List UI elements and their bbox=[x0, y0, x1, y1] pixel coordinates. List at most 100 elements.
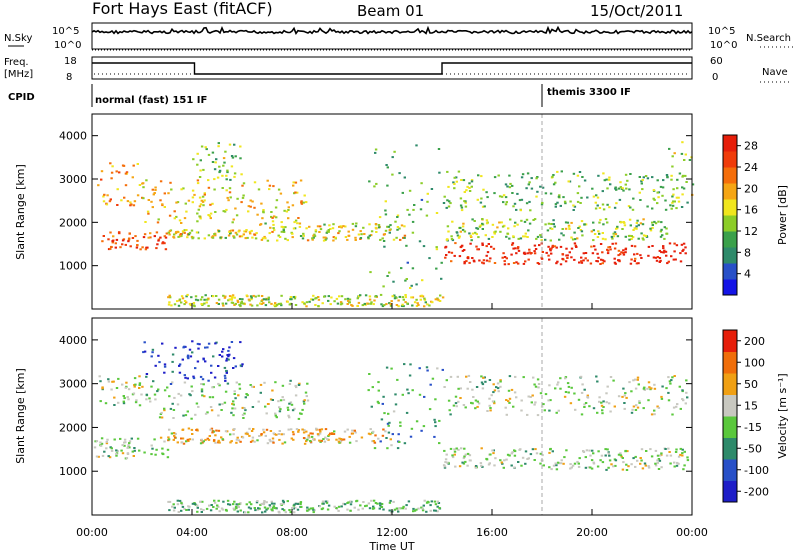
panel0-cell bbox=[228, 143, 232, 146]
panel1-cell bbox=[686, 396, 689, 399]
panel0-cell bbox=[601, 203, 605, 206]
panel0-cell bbox=[181, 230, 185, 233]
panel0-cell bbox=[167, 296, 170, 299]
panel0-cell bbox=[356, 297, 359, 300]
panel1-cell bbox=[301, 408, 304, 411]
panel0-cell bbox=[203, 298, 206, 301]
panel0-cell bbox=[241, 196, 245, 199]
panel0-cell bbox=[522, 235, 525, 238]
panel0-cell bbox=[570, 236, 573, 239]
panel1-cell bbox=[112, 380, 115, 383]
panel1-cell bbox=[425, 366, 429, 369]
panel0-cell bbox=[324, 236, 327, 239]
panel0-cell bbox=[346, 297, 350, 300]
panel1-cell bbox=[403, 363, 406, 366]
panel1-cell bbox=[426, 369, 429, 372]
panel0-cell bbox=[209, 212, 213, 215]
panel1-cell bbox=[621, 457, 624, 459]
panel0-cell bbox=[159, 180, 163, 183]
panel0-cell bbox=[675, 196, 679, 199]
panel1-cell bbox=[409, 435, 413, 438]
panel0-cell bbox=[344, 236, 348, 238]
panel0-cell bbox=[661, 186, 665, 189]
panel1-cell bbox=[261, 511, 264, 514]
panel0-cell bbox=[666, 262, 669, 265]
panel1-cell bbox=[388, 421, 391, 424]
panel1-cell bbox=[596, 380, 599, 383]
panel0-cell bbox=[468, 182, 471, 185]
panel0-cell bbox=[192, 158, 195, 161]
panel0-cell bbox=[561, 253, 564, 256]
panel0-cell bbox=[314, 229, 318, 232]
panel0-cell bbox=[191, 189, 195, 192]
panel0-cell bbox=[150, 200, 153, 203]
panel1-cell bbox=[589, 454, 592, 457]
panel0-cell bbox=[222, 304, 225, 307]
panel1-cell bbox=[654, 462, 657, 465]
panel1-cell bbox=[101, 454, 105, 457]
panel0-cell bbox=[583, 223, 586, 226]
panel1-cell bbox=[318, 432, 322, 435]
panel1-cell bbox=[647, 466, 651, 469]
panel1-cell bbox=[189, 355, 193, 358]
panel0-cell bbox=[180, 301, 183, 304]
panel1-cell bbox=[583, 388, 586, 391]
panel0-cell bbox=[404, 296, 407, 299]
panel1-cell bbox=[145, 375, 148, 378]
panel1-cell bbox=[127, 444, 130, 447]
panel1-cell bbox=[444, 461, 447, 464]
panel0-cell bbox=[426, 200, 429, 203]
panel0-cell bbox=[408, 189, 412, 192]
panel0-cell bbox=[452, 181, 455, 184]
panel1-cell bbox=[586, 396, 589, 398]
panel1-cell bbox=[398, 441, 401, 443]
panel0-cell bbox=[129, 201, 132, 204]
panel1-cell bbox=[445, 379, 448, 382]
panel1-cell bbox=[180, 503, 184, 506]
panel0-cell bbox=[317, 298, 321, 301]
panel1-cell bbox=[406, 388, 409, 391]
panel0-cell bbox=[184, 202, 187, 205]
panel1-cell bbox=[291, 431, 295, 433]
panel0-cell bbox=[323, 295, 326, 298]
panel1-cell bbox=[449, 413, 452, 416]
panel0-cell bbox=[330, 296, 333, 299]
panel1-cell bbox=[335, 438, 338, 441]
panel1-cell bbox=[421, 507, 424, 510]
panel0-cell bbox=[485, 245, 488, 248]
panel1-cell bbox=[436, 367, 439, 370]
panel1-cell bbox=[390, 367, 393, 370]
panel1-cell bbox=[408, 374, 412, 377]
panel0-cell bbox=[684, 174, 687, 177]
panel0-cell bbox=[533, 244, 537, 247]
panel0-cell bbox=[179, 233, 183, 235]
panel1-cell bbox=[99, 400, 102, 403]
panel0-cell bbox=[294, 191, 297, 194]
panel0-cell bbox=[229, 232, 232, 235]
panel1-cell bbox=[318, 505, 321, 508]
panel1-cell bbox=[462, 462, 466, 465]
panel1-cell bbox=[499, 385, 502, 388]
panel0-cell bbox=[280, 225, 283, 228]
panel0-cell bbox=[227, 199, 230, 202]
panel0-cell bbox=[190, 296, 193, 299]
panel1-cell bbox=[239, 440, 242, 443]
panel0-cell bbox=[652, 197, 655, 200]
panel1-cell bbox=[226, 354, 229, 356]
panel0-cell bbox=[511, 243, 514, 246]
panel1-cell bbox=[401, 507, 405, 510]
panel0-cell bbox=[413, 301, 417, 304]
panel1-cell bbox=[513, 454, 517, 457]
panel0-cell bbox=[292, 181, 295, 184]
panel0-cell bbox=[243, 230, 246, 233]
panel1-cell bbox=[217, 439, 220, 442]
panel1-cell bbox=[180, 502, 183, 505]
panel1-cell bbox=[583, 406, 586, 408]
panel0-cell bbox=[347, 234, 351, 237]
panel1-cell bbox=[596, 465, 600, 468]
panel0-cell bbox=[415, 283, 418, 286]
colorbar-tick-label: 24 bbox=[744, 161, 758, 174]
panel1-cell bbox=[251, 436, 255, 439]
panel0-cell bbox=[476, 198, 479, 201]
